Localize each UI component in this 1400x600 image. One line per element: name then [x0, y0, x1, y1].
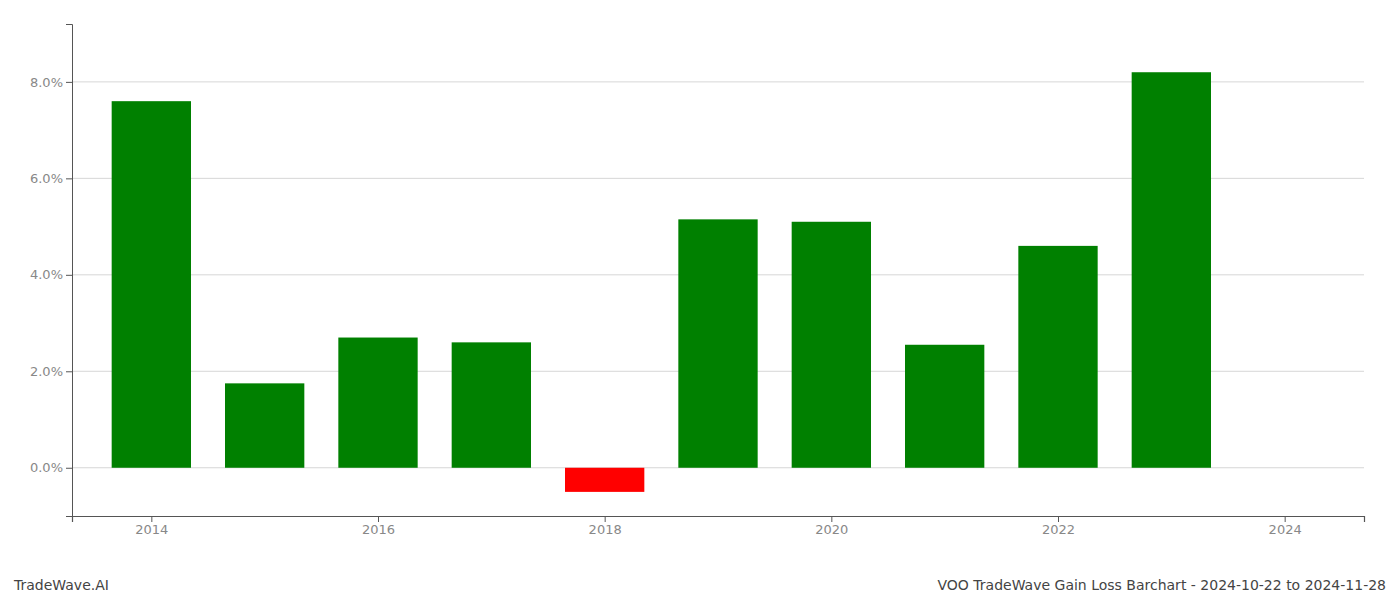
x-tick: 2016: [362, 516, 395, 537]
title: VOO TradeWave Gain Loss Barchart - 2024-…: [938, 577, 1386, 593]
annotation: TradeWave.AI: [13, 577, 109, 593]
x-tick-label: 2020: [815, 522, 848, 537]
y-tick-label: 4.0%: [30, 267, 63, 282]
y-tick: 8.0%: [30, 75, 72, 90]
x-tick: 2024: [1269, 516, 1302, 537]
bar: [792, 222, 871, 468]
bar: [1132, 72, 1211, 468]
x-tick: 2018: [589, 516, 622, 537]
y-tick-mark: [66, 178, 72, 179]
y-axis-line: [66, 25, 73, 517]
y-tick-mark: [66, 468, 72, 469]
x-tick-mark: [831, 516, 832, 522]
y-tick: 0.0%: [30, 460, 72, 475]
x-tick-mark: [151, 516, 152, 522]
bar: [112, 101, 191, 468]
bars: [112, 72, 1211, 492]
y-tick: 2.0%: [30, 364, 72, 379]
x-tick: 2020: [815, 516, 848, 537]
bar: [565, 468, 644, 492]
bar: [905, 345, 984, 468]
y-axis: 0.0% 2.0% 4.0% 6.0% 8.0%: [30, 25, 73, 517]
x-tick-label: 2014: [135, 522, 168, 537]
bar: [1018, 246, 1097, 468]
y-tick-mark: [66, 82, 72, 83]
y-tick: 4.0%: [30, 267, 72, 282]
bar: [338, 338, 417, 468]
bar: [678, 219, 757, 467]
x-tick-label: 2016: [362, 522, 395, 537]
x-tick-mark: [1058, 516, 1059, 522]
chart-svg: 2014 2016 2018 2020 2022 2024 0.0% 2.0% 4.0% 6.0%…: [0, 0, 1400, 600]
x-axis: 2014 2016 2018 2020 2022 2024: [73, 516, 1365, 537]
chart-container: 2014 2016 2018 2020 2022 2024 0.0% 2.0% 4.0% 6.0%…: [0, 0, 1400, 600]
y-tick-mark: [66, 371, 72, 372]
y-tick: 6.0%: [30, 171, 72, 186]
y-tick-mark: [66, 275, 72, 276]
x-tick-mark: [378, 516, 379, 522]
x-tick-label: 2024: [1269, 522, 1302, 537]
x-tick-mark: [605, 516, 606, 522]
y-tick-label: 8.0%: [30, 75, 63, 90]
x-tick: 2022: [1042, 516, 1075, 537]
x-tick: 2014: [135, 516, 168, 537]
x-tick-label: 2022: [1042, 522, 1075, 537]
y-tick-label: 0.0%: [30, 460, 63, 475]
bar: [452, 342, 531, 467]
bar: [225, 383, 304, 467]
y-tick-label: 2.0%: [30, 364, 63, 379]
x-tick-label: 2018: [589, 522, 622, 537]
y-tick-label: 6.0%: [30, 171, 63, 186]
x-tick-mark: [1285, 516, 1286, 522]
x-axis-line: [73, 517, 1365, 523]
